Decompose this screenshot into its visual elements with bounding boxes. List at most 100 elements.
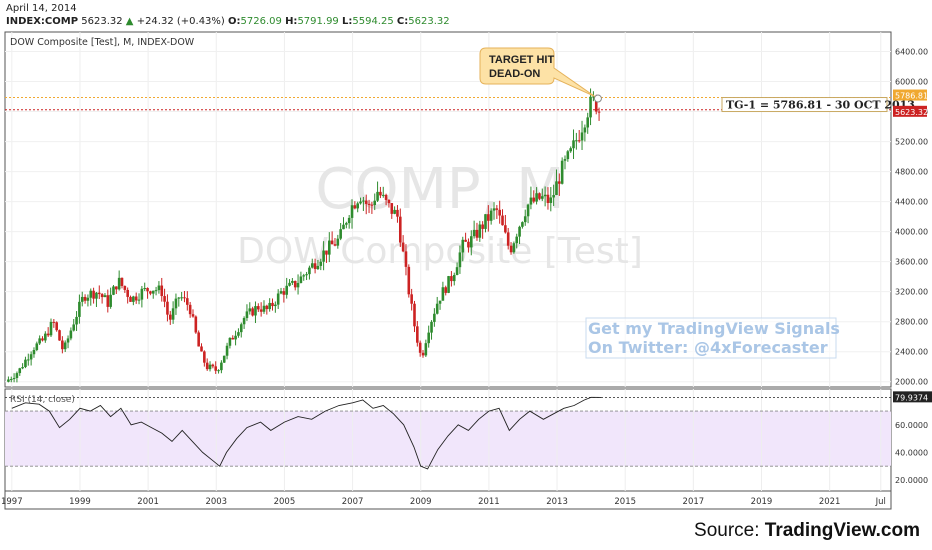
candle-body bbox=[387, 199, 391, 204]
candle-body bbox=[393, 209, 396, 214]
candle-body bbox=[487, 214, 490, 221]
candle-body bbox=[535, 193, 538, 202]
candle-body bbox=[489, 210, 493, 221]
candle-body bbox=[146, 288, 149, 292]
candle-body bbox=[504, 225, 507, 233]
candle-body bbox=[32, 350, 36, 355]
candle-body bbox=[132, 296, 135, 302]
candle-body bbox=[540, 196, 544, 199]
candle-body bbox=[203, 351, 206, 363]
candle-body bbox=[168, 314, 172, 320]
candle-body bbox=[237, 332, 240, 336]
candle-body bbox=[308, 267, 311, 275]
x-tick-label: 2009 bbox=[410, 497, 432, 507]
candle-body bbox=[143, 288, 147, 290]
candle-body bbox=[41, 338, 44, 341]
y-tick-label: 3200.00 bbox=[895, 288, 928, 297]
candle-body bbox=[501, 215, 504, 226]
candle-body bbox=[495, 208, 499, 210]
candle-body bbox=[555, 181, 558, 196]
x-tick-label: Jul bbox=[875, 497, 886, 507]
x-tick-label: 2013 bbox=[546, 497, 568, 507]
low-label: L: bbox=[341, 16, 353, 27]
low-value: 5594.25 bbox=[352, 16, 394, 27]
target-price-tag-label: 5786.81 bbox=[895, 92, 928, 101]
candle-body bbox=[251, 308, 254, 316]
x-tick-label: 2001 bbox=[137, 497, 159, 507]
candle-body bbox=[171, 308, 175, 320]
candle-body bbox=[586, 117, 590, 128]
y-tick-label: 3600.00 bbox=[895, 258, 928, 267]
open-label: O: bbox=[228, 16, 241, 27]
candle-body bbox=[205, 362, 209, 370]
x-tick-label: 2015 bbox=[614, 497, 636, 507]
symbol-label[interactable]: INDEX:COMP bbox=[6, 16, 79, 27]
promo-line-2: On Twitter: @4xForecaster bbox=[588, 338, 828, 357]
candle-body bbox=[381, 194, 385, 196]
candle-body bbox=[413, 303, 416, 327]
candle-body bbox=[134, 296, 138, 301]
rsi-axis[interactable]: 20.0000 40.0000 60.0000 bbox=[895, 421, 928, 485]
high-label: H: bbox=[285, 16, 298, 27]
candle-body bbox=[276, 293, 280, 305]
price-chart[interactable]: COMP, M DOW Composite [Test] DOW Composi… bbox=[0, 30, 932, 515]
candle-body bbox=[327, 240, 331, 255]
candle-body bbox=[200, 346, 203, 352]
candle-body bbox=[339, 229, 342, 239]
candle-body bbox=[197, 332, 200, 347]
x-tick-label: 1997 bbox=[1, 497, 23, 507]
candle-body bbox=[362, 200, 365, 202]
watermark-symbol: COMP, M bbox=[315, 157, 564, 222]
candle-body bbox=[475, 229, 479, 238]
promo-box bbox=[585, 317, 837, 359]
candle-body bbox=[222, 355, 226, 363]
candle-body bbox=[126, 289, 129, 297]
candle-body bbox=[177, 297, 181, 299]
candle-body bbox=[89, 290, 93, 298]
promo-line-1: Get my TradingView Signals bbox=[588, 319, 840, 338]
candle-body bbox=[577, 140, 581, 142]
candle-body bbox=[512, 243, 516, 253]
candle-body bbox=[523, 216, 527, 223]
y-tick-label: 4800.00 bbox=[895, 168, 928, 177]
candle-body bbox=[549, 197, 553, 203]
candle-body bbox=[546, 194, 550, 203]
candle-body bbox=[9, 379, 13, 381]
x-tick-label: 2003 bbox=[205, 497, 227, 507]
target-price-tag bbox=[893, 89, 927, 101]
candle-body bbox=[117, 277, 121, 290]
candle-body bbox=[398, 216, 402, 243]
candle-body bbox=[543, 194, 547, 197]
y-tick-label: 6400.00 bbox=[895, 48, 928, 57]
candle-body bbox=[44, 333, 47, 341]
candle-body bbox=[430, 321, 433, 333]
candle-body bbox=[532, 197, 536, 202]
candle-body bbox=[350, 205, 354, 218]
y-tick-label: 4000.00 bbox=[895, 228, 928, 237]
candle-body bbox=[208, 364, 212, 370]
candle-body bbox=[498, 209, 501, 216]
quote-bar: INDEX:COMP 5623.32 ▲ +24.32 (+0.43%) O:5… bbox=[6, 16, 450, 27]
candle-body bbox=[123, 285, 127, 290]
candle-body bbox=[66, 338, 70, 343]
candle-body bbox=[115, 286, 118, 290]
time-axis[interactable] bbox=[4, 490, 892, 510]
time-axis-labels: 1997 1999 2001 2003 2005 2007 2009 2011 2013 2015… bbox=[1, 497, 886, 507]
candle-body bbox=[515, 236, 519, 244]
chart-date: April 14, 2014 bbox=[6, 3, 77, 14]
candle-body bbox=[404, 251, 408, 267]
candle-body bbox=[288, 282, 291, 286]
candle-body bbox=[566, 151, 570, 160]
candle-body bbox=[484, 214, 487, 229]
candle-body bbox=[92, 290, 95, 299]
y-tick-label: 6000.00 bbox=[895, 78, 928, 87]
candle-body bbox=[469, 236, 473, 248]
candle-body bbox=[38, 338, 41, 344]
candle-body bbox=[49, 321, 53, 336]
candle-body bbox=[538, 193, 541, 199]
candle-body bbox=[424, 343, 428, 356]
rsi-grid bbox=[5, 389, 891, 491]
candle-body bbox=[427, 332, 430, 344]
candle-body bbox=[592, 96, 595, 98]
candle-body bbox=[163, 296, 166, 302]
